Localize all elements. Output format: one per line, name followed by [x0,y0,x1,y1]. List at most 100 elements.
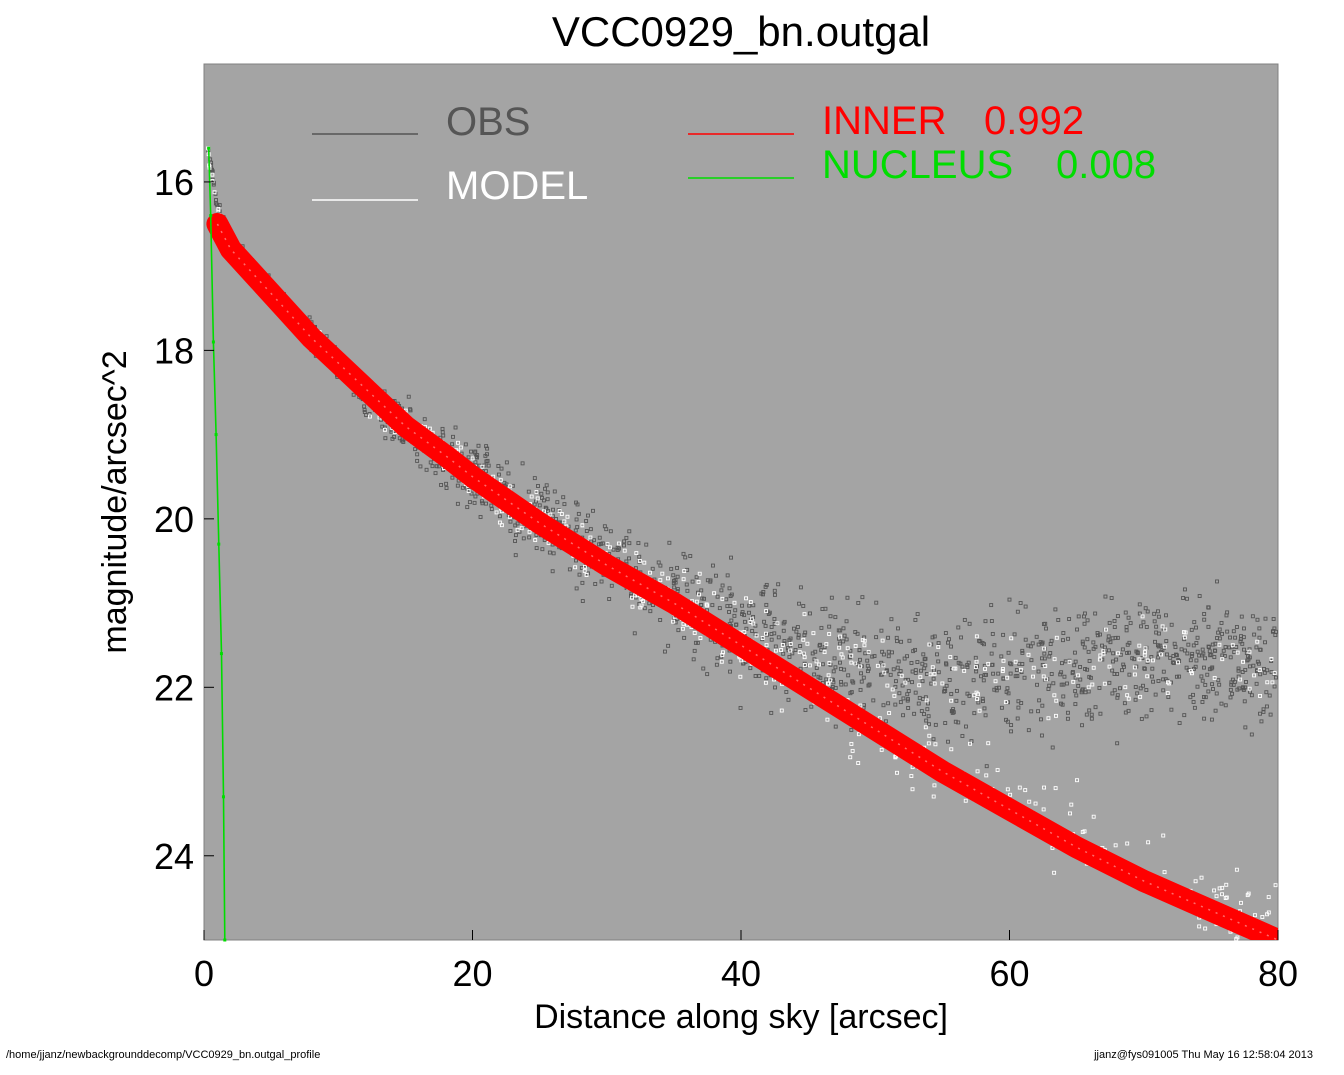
obs-point [1106,648,1111,653]
model-point [926,741,931,746]
obs-point [1208,653,1213,658]
obs-point [990,631,995,636]
obs-point [1145,609,1150,614]
model-point [848,755,853,760]
obs-point [996,671,1001,676]
obs-point [889,617,894,622]
obs-point [1091,640,1096,645]
model-point [1082,829,1087,834]
obs-point [672,585,677,590]
model-point [849,653,854,658]
obs-point [1137,602,1142,607]
obs-point [1051,681,1056,686]
obs-point [905,692,910,697]
chart-title: VCC0929_bn.outgal [552,8,930,55]
obs-point [1082,621,1087,626]
obs-point [836,628,841,633]
obs-point [463,442,468,447]
obs-point [382,425,387,430]
obs-point [1083,667,1088,671]
obs-point [924,718,929,723]
obs-point [1170,660,1175,665]
obs-point [1172,641,1177,646]
obs-point [455,501,460,506]
model-point [494,510,499,515]
model-point [1145,658,1150,663]
obs-point [556,508,561,513]
obs-point [980,696,985,701]
obs-point [971,678,976,683]
model-point [1003,700,1008,705]
obs-point [1164,613,1168,618]
model-point [1000,666,1005,671]
obs-point [1067,617,1072,621]
obs-point [1171,661,1176,666]
obs-point [1190,651,1195,656]
obs-point [870,654,875,659]
legend-model-label: MODEL [446,164,588,208]
obs-point [1238,639,1243,644]
model-point [775,621,780,626]
obs-point [1205,672,1210,677]
obs-point [397,436,402,441]
obs-point [1202,695,1206,699]
obs-point [742,619,747,624]
obs-point [967,693,972,698]
obs-point [946,640,950,645]
obs-point [715,594,720,599]
model-point [1125,693,1130,698]
obs-point [408,408,413,413]
model-point [210,179,215,184]
model-point [637,558,642,563]
obs-point [964,724,968,729]
model-point [1146,840,1151,845]
model-point [1272,671,1277,676]
obs-point [1211,687,1215,691]
obs-point [496,472,501,477]
obs-point [927,722,931,727]
obs-point [513,539,517,543]
model-point [797,650,802,655]
obs-point [714,662,719,667]
model-point [1046,716,1051,721]
obs-point [865,663,870,668]
obs-point [513,553,518,558]
obs-point [465,505,470,510]
obs-point [943,721,948,725]
model-point [1000,669,1005,673]
model-point [974,634,979,639]
obs-point [1020,648,1025,653]
model-point [892,693,897,698]
obs-point [1060,661,1064,666]
obs-point [1115,741,1120,746]
obs-point [850,679,855,684]
obs-point [814,665,819,670]
nucleus-point [207,146,211,150]
obs-point [951,710,956,715]
obs-point [504,460,509,465]
model-point [720,652,725,657]
obs-point [913,690,918,695]
model-point [583,564,587,569]
obs-point [983,713,988,718]
obs-point [650,566,655,571]
obs-point [886,635,891,640]
obs-point [926,714,931,719]
model-point [754,633,759,638]
model-point [1008,792,1013,797]
model-point [1165,691,1170,696]
obs-point [484,501,488,506]
obs-point [478,515,483,519]
model-point [849,741,854,746]
obs-point [801,604,806,608]
model-point [909,774,914,778]
model-point [1009,636,1014,641]
model-point [817,662,822,667]
obs-point [990,662,995,667]
obs-point [676,628,681,633]
obs-point [1242,699,1247,704]
obs-point [1215,579,1219,584]
model-point [456,440,460,445]
model-point [1224,882,1229,887]
model-point [984,773,989,778]
